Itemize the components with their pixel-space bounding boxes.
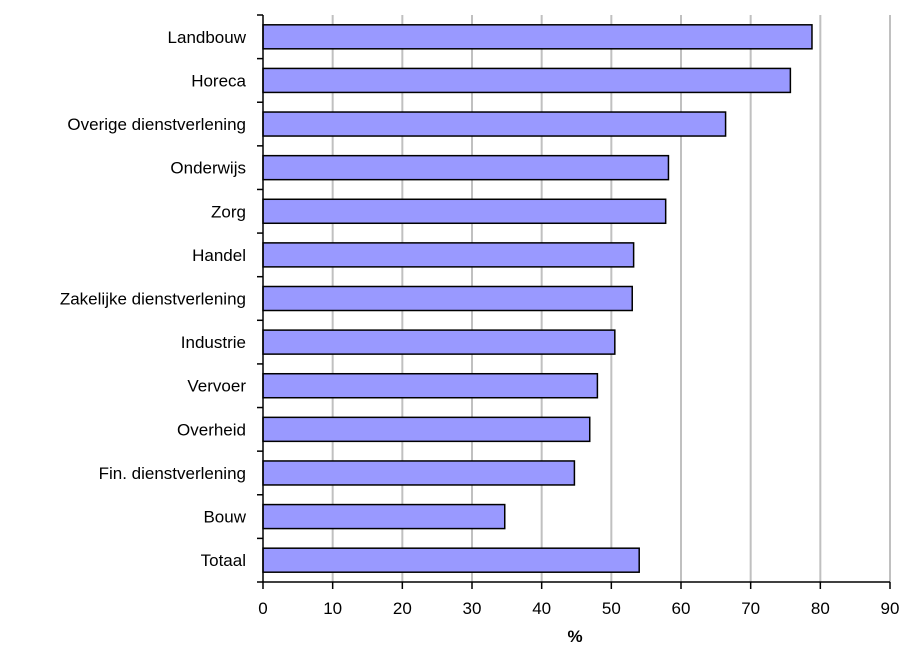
category-label: Overheid	[177, 420, 246, 439]
category-label: Zakelijke dienstverlening	[60, 290, 246, 309]
category-label: Totaal	[201, 551, 246, 570]
category-label: Horeca	[191, 71, 246, 90]
bars	[262, 24, 813, 573]
category-label: Vervoer	[187, 377, 246, 396]
bar	[262, 242, 635, 268]
labels: 0 10 20 30 40 50 60 70 80 90 Landbouw Horeca Overige…	[60, 28, 900, 618]
x-axis-title: %	[567, 627, 582, 645]
category-label: Landbouw	[168, 28, 247, 47]
bar	[262, 503, 506, 530]
bar	[262, 67, 792, 94]
category-label: Bouw	[203, 508, 246, 527]
category-label: Onderwijs	[170, 159, 246, 178]
bar	[262, 24, 813, 50]
bar	[262, 111, 727, 137]
x-tick-label: 40	[532, 599, 551, 618]
category-label: Fin. dienstverlening	[99, 464, 246, 483]
x-tick-label: 20	[393, 599, 412, 618]
bar	[262, 372, 599, 399]
bar	[262, 416, 591, 443]
x-tick-label: 30	[463, 599, 482, 618]
bar	[262, 547, 640, 573]
x-tick-label: 80	[811, 599, 830, 618]
x-tick-label: 90	[881, 599, 900, 618]
x-tick-label: 50	[602, 599, 621, 618]
bar	[262, 329, 616, 355]
x-tick-label: 10	[323, 599, 342, 618]
bar	[262, 154, 670, 181]
bar	[262, 198, 667, 225]
x-tick-label: 0	[258, 599, 267, 618]
axes	[257, 14, 891, 589]
bar	[262, 460, 576, 486]
x-tick-label: 70	[741, 599, 760, 618]
x-tick-label: 60	[672, 599, 691, 618]
category-label: Overige dienstverlening	[67, 115, 246, 134]
category-label: Industrie	[181, 333, 246, 352]
bar	[262, 285, 633, 312]
category-label: Zorg	[211, 202, 246, 221]
category-label: Handel	[192, 246, 246, 265]
